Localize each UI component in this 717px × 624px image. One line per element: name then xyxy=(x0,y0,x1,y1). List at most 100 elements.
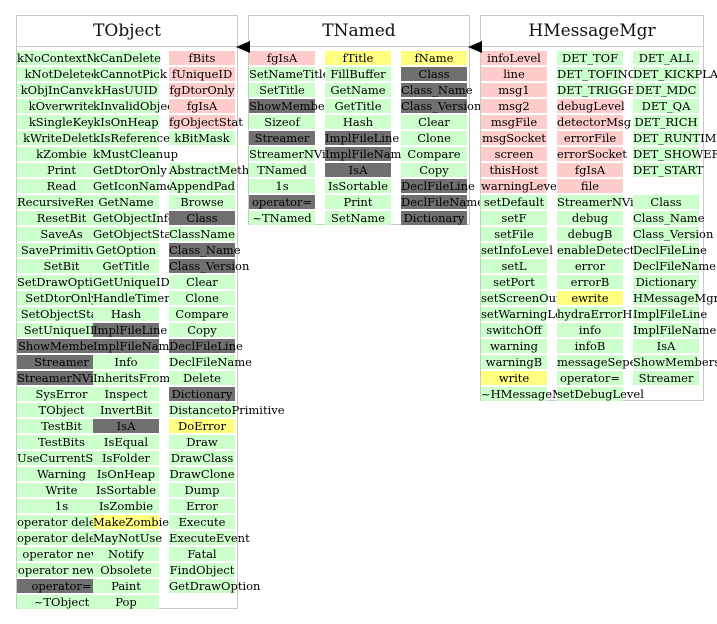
member-hmessagemgr-det-shower: DET_SHOWER xyxy=(633,147,717,161)
member-tobject-setbit: SetBit xyxy=(17,259,106,273)
member-hmessagemgr-det-tof: DET_TOF xyxy=(557,51,623,65)
member-hmessagemgr-det-kickplane: DET_KICKPLANE xyxy=(633,67,717,81)
member-tobject-distancetoprimitive: DistancetoPrimitive xyxy=(169,403,285,417)
member-tobject-fatal: Fatal xyxy=(169,547,235,561)
member-tobject-warning: Warning xyxy=(17,467,106,481)
member-tobject-findobject: FindObject xyxy=(169,563,235,577)
member-tobject-setdtoronly: SetDtorOnly xyxy=(17,291,106,305)
member-tobject-clone: Clone xyxy=(169,291,235,305)
hmessagemgr-column-3: DET_ALL DET_KICKPLANE DET_MDC DET_QA DET_RIC… xyxy=(633,51,717,387)
member-hmessagemgr-setfile: setFile xyxy=(481,227,547,241)
member-hmessagemgr-info: info xyxy=(557,323,623,337)
member-tobject-usecurrentstyle: UseCurrentStyle xyxy=(17,451,115,465)
member-tobject-error: Error xyxy=(169,499,235,513)
tnamed-column-3: fName Class Class_Name Class_Version Clear Cl… xyxy=(401,51,484,227)
member-tnamed-clone: Clone xyxy=(401,131,467,145)
class-box-tnamed: TNamed fgIsA SetNameTitle SetTitle ShowMemb… xyxy=(248,15,484,227)
member-tobject-executeevent: ExecuteEvent xyxy=(169,531,250,545)
member-tnamed-ftitle: fTitle xyxy=(325,51,391,65)
member-tobject-implfilename: ImplFileName xyxy=(93,339,177,353)
member-hmessagemgr-streamernvirtual: StreamerNVirtual xyxy=(557,195,662,209)
class-title-tnamed: TNamed xyxy=(249,16,469,47)
member-tobject-fgobjectstat: fgObjectStat xyxy=(169,115,243,129)
member-hmessagemgr-setscreenoutput: setScreenOutput xyxy=(481,291,581,305)
member-tobject-showmembers: ShowMembers xyxy=(17,339,106,353)
member-tobject-drawclone: DrawClone xyxy=(169,467,235,481)
member-tobject-operator-new: operator new[] xyxy=(17,563,106,577)
member-tobject-operator-delete: operator delete[] xyxy=(17,531,117,545)
member-hmessagemgr-setdefault: setDefault xyxy=(481,195,547,209)
member-tnamed-operator: operator= xyxy=(249,195,315,209)
member-tobject-gettitle: GetTitle xyxy=(93,259,159,273)
member-hmessagemgr-screen: screen xyxy=(481,147,547,161)
member-hmessagemgr-error: error xyxy=(557,259,623,273)
member-hmessagemgr-warningb: warningB xyxy=(481,355,547,369)
member-tobject-drawclass: DrawClass xyxy=(169,451,235,465)
member-tnamed-getname: GetName xyxy=(325,83,391,97)
member-tobject-getdrawoption: GetDrawOption xyxy=(169,579,261,593)
member-hmessagemgr-det-rich: DET_RICH xyxy=(633,115,699,129)
member-hmessagemgr-det-start: DET_START xyxy=(633,163,704,177)
inheritance-arrow-tnamed-to-tobject xyxy=(236,41,250,53)
member-tobject-saveprimitive: SavePrimitive xyxy=(17,243,106,257)
member-tobject-isfolder: IsFolder xyxy=(93,451,159,465)
member-tobject-class-version: Class_Version xyxy=(169,259,250,273)
member-tobject-1s: 1s xyxy=(17,499,106,513)
member-tobject-saveas: SaveAs xyxy=(17,227,106,241)
member-tnamed-fgisa: fgIsA xyxy=(249,51,315,65)
member-hmessagemgr-enabledetectormsg: enableDetectorMsg xyxy=(557,243,672,257)
member-tobject-operator: operator= xyxy=(17,579,106,593)
member-tnamed-streamernvirtual: StreamerNVirtual xyxy=(249,147,354,161)
member-tobject-write: Write xyxy=(17,483,106,497)
hmessagemgr-column-1: infoLevel line msg1 msg2 msgFile msgSocket scr… xyxy=(481,51,581,403)
member-tobject-setobjectstat: SetObjectStat xyxy=(17,307,106,321)
member-hmessagemgr-switchoff: switchOff xyxy=(481,323,547,337)
member-tobject-tobject: TObject xyxy=(17,403,106,417)
member-hmessagemgr-msg2: msg2 xyxy=(481,99,547,113)
member-hmessagemgr-messageseperator: messageSeperator xyxy=(557,355,666,369)
member-hmessagemgr-class-name: Class_Name xyxy=(633,211,705,225)
member-tobject-makezombie: MakeZombie xyxy=(93,515,170,529)
tobject-column-3: fBits fUniqueID fgDtorOnly fgIsA fgObjectSta… xyxy=(169,51,285,595)
member-hmessagemgr-msgfile: msgFile xyxy=(481,115,547,129)
member-tobject-execute: Execute xyxy=(169,515,235,529)
member-tobject-copy: Copy xyxy=(169,323,235,337)
member-tobject-testbits: TestBits xyxy=(17,435,106,449)
member-tobject-setdrawoption: SetDrawOption xyxy=(17,275,108,289)
member-tobject-maynotuse: MayNotUse xyxy=(93,531,163,545)
member-tnamed-clear: Clear xyxy=(401,115,467,129)
member-tobject-fgisa: fgIsA xyxy=(169,99,235,113)
member-tnamed-class: Class xyxy=(401,67,467,81)
member-tobject-testbit: TestBit xyxy=(17,419,106,433)
member-tnamed-dictionary: Dictionary xyxy=(401,211,467,225)
member-tobject-draw: Draw xyxy=(169,435,235,449)
member-tobject-classname: ClassName xyxy=(169,227,235,241)
member-hmessagemgr-isa: IsA xyxy=(633,339,699,353)
member-tobject-kisonheap: kIsOnHeap xyxy=(93,115,159,129)
member-tobject-dictionary: Dictionary xyxy=(169,387,235,401)
member-tobject-getoption: GetOption xyxy=(93,243,159,257)
member-hmessagemgr-det-all: DET_ALL xyxy=(633,51,699,65)
member-hmessagemgr-det-mdc: DET_MDC xyxy=(633,83,699,97)
member-tnamed-class-name: Class_Name xyxy=(401,83,473,97)
member-tobject-appendpad: AppendPad xyxy=(169,179,236,193)
member-tnamed-implfilename: ImplFileName xyxy=(325,147,409,161)
member-hmessagemgr-debugb: debugB xyxy=(557,227,623,241)
member-hmessagemgr-errorb: errorB xyxy=(557,275,623,289)
member-tnamed-setnametitle: SetNameTitle xyxy=(249,67,330,81)
member-tnamed-isa: IsA xyxy=(325,163,391,177)
member-tobject-class: Class xyxy=(169,211,235,225)
member-hmessagemgr-setdebuglevel: setDebugLevel xyxy=(557,387,644,401)
member-tobject-obsolete: Obsolete xyxy=(93,563,159,577)
member-tobject-iszombie: IsZombie xyxy=(93,499,159,513)
member-hmessagemgr-det-qa: DET_QA xyxy=(633,99,699,113)
member-tobject-info: Info xyxy=(93,355,159,369)
member-tnamed-declfileline: DeclFileLine xyxy=(401,179,475,193)
member-hmessagemgr-det-tofino: DET_TOFINO xyxy=(557,67,638,81)
member-tobject-kmustcleanup: kMustCleanup xyxy=(93,147,178,161)
member-hmessagemgr-line: line xyxy=(481,67,547,81)
member-hmessagemgr-setl: setL xyxy=(481,259,547,273)
member-tnamed-declfilename: DeclFileName xyxy=(401,195,484,209)
member-hmessagemgr-write: write xyxy=(481,371,547,385)
member-hmessagemgr-declfileline: DeclFileLine xyxy=(633,243,707,257)
